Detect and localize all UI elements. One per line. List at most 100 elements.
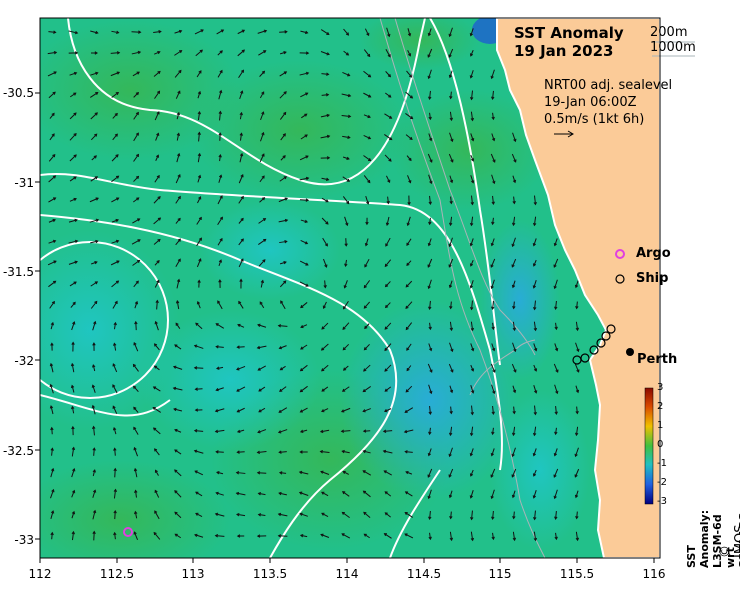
current-arrow-head bbox=[283, 91, 287, 95]
current-arrow-head bbox=[95, 71, 99, 76]
current-arrow-head bbox=[137, 239, 141, 243]
current-arrow bbox=[257, 30, 267, 34]
current-arrow bbox=[257, 429, 267, 433]
current-arrow bbox=[450, 301, 452, 309]
current-arrow bbox=[113, 343, 117, 351]
current-arrow-head bbox=[448, 243, 452, 248]
current-arrow-head bbox=[384, 347, 388, 352]
current-arrow-head bbox=[470, 348, 475, 352]
current-arrow-head bbox=[176, 132, 181, 136]
sst-contours bbox=[40, 18, 503, 558]
plot-frame bbox=[39, 17, 661, 559]
current-arrow bbox=[575, 447, 579, 457]
current-arrow-head bbox=[367, 136, 372, 140]
current-arrow-head bbox=[237, 323, 241, 328]
current-arrow-head bbox=[554, 431, 558, 436]
current-arrow bbox=[197, 301, 201, 309]
current-arrow-head bbox=[575, 327, 580, 332]
current-arrow-head bbox=[325, 221, 329, 225]
current-arrow-head bbox=[470, 516, 474, 521]
current-arrow bbox=[512, 175, 516, 183]
current-arrow-head bbox=[511, 494, 516, 499]
current-arrow-head bbox=[263, 50, 267, 54]
current-arrow bbox=[197, 196, 201, 204]
current-arrow-head bbox=[448, 453, 452, 458]
current-arrow-head bbox=[490, 285, 494, 290]
current-arrow-head bbox=[199, 49, 203, 53]
current-arrow-head bbox=[238, 300, 242, 305]
current-arrow-head bbox=[469, 96, 474, 101]
current-arrow-head bbox=[533, 368, 538, 372]
current-arrow bbox=[344, 216, 348, 226]
current-arrow bbox=[449, 426, 453, 436]
current-arrow-head bbox=[405, 284, 409, 288]
y-tick-label: -30.5 bbox=[2, 86, 34, 100]
current-arrow-head bbox=[195, 322, 199, 326]
current-arrow-head bbox=[450, 369, 454, 373]
current-arrow-head bbox=[112, 384, 116, 388]
current-arrow-head bbox=[277, 430, 282, 434]
current-arrow-head bbox=[156, 279, 160, 284]
current-arrow-head bbox=[194, 408, 199, 412]
current-arrow bbox=[48, 154, 56, 162]
current-arrow-head bbox=[427, 54, 431, 58]
current-arrow bbox=[300, 407, 308, 413]
current-arrow bbox=[195, 388, 203, 390]
current-arrow bbox=[155, 155, 159, 161]
current-arrow bbox=[133, 176, 139, 182]
current-arrow bbox=[470, 28, 474, 36]
current-arrow-head bbox=[236, 512, 240, 517]
current-arrow-head bbox=[427, 264, 431, 268]
current-arrow bbox=[216, 346, 224, 348]
argo-legend-label: Argo bbox=[636, 246, 671, 261]
current-arrow bbox=[68, 219, 78, 223]
x-tick-label: 112.5 bbox=[99, 567, 135, 581]
current-arrow-head bbox=[469, 285, 473, 289]
current-arrow bbox=[470, 531, 474, 541]
current-arrow-head bbox=[92, 447, 96, 451]
current-arrow-head bbox=[283, 51, 287, 55]
x-tick-label: 112 bbox=[28, 567, 52, 581]
current-arrow bbox=[299, 72, 309, 76]
current-arrow-head bbox=[367, 53, 371, 58]
current-arrow-head bbox=[284, 218, 289, 223]
current-arrow-head bbox=[239, 132, 243, 136]
current-arrow bbox=[51, 427, 53, 435]
current-arrow-head bbox=[157, 50, 161, 55]
current-arrow-head bbox=[114, 300, 118, 304]
current-arrow-head bbox=[173, 407, 177, 412]
current-arrow bbox=[470, 321, 474, 331]
current-arrow bbox=[113, 489, 117, 499]
y-tick-label: -31 bbox=[14, 176, 34, 190]
current-arrow-head bbox=[574, 432, 579, 437]
current-arrow-head bbox=[512, 200, 516, 205]
current-arrow bbox=[48, 197, 56, 203]
current-arrow-head bbox=[263, 238, 267, 242]
current-arrow bbox=[320, 534, 330, 538]
current-arrow bbox=[470, 364, 474, 372]
current-arrow-head bbox=[448, 494, 453, 499]
current-arrow bbox=[279, 386, 287, 392]
current-arrow-head bbox=[554, 306, 558, 310]
current-arrow-head bbox=[195, 512, 199, 516]
current-arrow-head bbox=[448, 432, 453, 437]
current-arrow bbox=[364, 258, 370, 268]
current-arrow-head bbox=[235, 491, 240, 496]
current-arrow-head bbox=[492, 390, 496, 395]
current-arrow bbox=[342, 386, 350, 392]
current-arrow bbox=[428, 279, 432, 289]
current-arrow bbox=[407, 175, 411, 183]
current-arrow bbox=[470, 426, 474, 436]
current-arrow bbox=[70, 302, 76, 308]
current-arrow bbox=[386, 216, 390, 226]
current-arrow-head bbox=[113, 447, 117, 451]
current-arrow bbox=[279, 492, 287, 496]
current-arrow-head bbox=[404, 533, 408, 537]
current-arrow bbox=[342, 343, 350, 351]
current-arrow-head bbox=[194, 387, 198, 391]
current-arrow bbox=[554, 489, 558, 499]
current-arrow bbox=[258, 492, 266, 496]
current-arrow bbox=[300, 364, 308, 372]
current-arrow-head bbox=[73, 197, 77, 201]
current-arrow bbox=[175, 196, 181, 204]
